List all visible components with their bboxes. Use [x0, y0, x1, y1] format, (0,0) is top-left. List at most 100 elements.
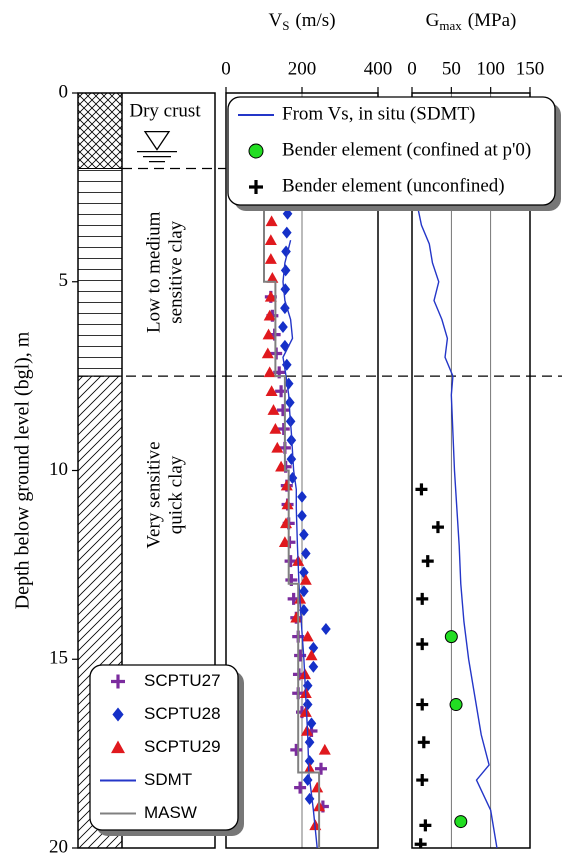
- triangle-marker: [305, 649, 318, 661]
- x-tick-label: 150: [516, 58, 545, 79]
- circle-marker: [449, 698, 463, 712]
- plus-marker: [419, 819, 432, 832]
- soil-layer: [77, 168, 123, 377]
- legend-label: SCPTU27: [144, 671, 221, 690]
- layer-label: quick clay: [165, 455, 186, 534]
- triangle-marker: [301, 630, 314, 642]
- triangle-marker: [264, 253, 277, 264]
- plus-marker: [277, 422, 290, 435]
- plus-marker: [416, 638, 429, 651]
- diamond-marker: [112, 707, 124, 722]
- plus-marker: [417, 736, 430, 749]
- panel-frame: [411, 92, 531, 849]
- triangle-marker: [271, 441, 284, 453]
- plus-marker: [415, 483, 428, 496]
- legend-label: From Vs, in situ (SDMT): [282, 103, 475, 124]
- plus-marker: [284, 555, 297, 568]
- circle-marker: [444, 630, 458, 644]
- diamond-marker: [299, 604, 309, 617]
- circle-marker: [454, 815, 468, 829]
- x-tick-label: 50: [442, 58, 461, 79]
- legend-label: MASW: [144, 803, 197, 822]
- diamond-marker: [299, 566, 309, 579]
- layer-label-group: Very sensitive quick clay: [143, 441, 186, 548]
- diamond-marker: [286, 453, 297, 466]
- triangle-marker: [266, 271, 279, 283]
- triangle-marker: [280, 479, 293, 491]
- diamond-marker: [299, 528, 309, 541]
- layer-label: Dry crust: [129, 100, 201, 121]
- plus-marker: [416, 592, 429, 605]
- title-unit: (MPa): [468, 10, 517, 31]
- title-sub: max: [439, 18, 462, 33]
- triangle-marker: [263, 366, 276, 378]
- legend-label: SDMT: [144, 770, 192, 789]
- title-sub: S: [282, 18, 289, 33]
- plus-marker: [277, 404, 289, 417]
- triangle-marker: [303, 762, 316, 774]
- water-table: [137, 130, 177, 163]
- diamond-marker: [302, 774, 313, 787]
- y-tick-label: 0: [59, 81, 69, 102]
- diamond-marker: [283, 377, 294, 390]
- title-main: V: [268, 10, 282, 31]
- triangle-marker: [281, 498, 294, 510]
- triangle-marker: [264, 234, 277, 246]
- diamond-marker: [321, 623, 331, 636]
- title-unit: (m/s): [295, 10, 335, 31]
- y-tick-label: 10: [49, 459, 68, 480]
- series-line: [415, 198, 498, 848]
- legend-label: SCPTU29: [144, 737, 221, 756]
- plus-marker: [315, 762, 327, 775]
- diamond-marker: [302, 679, 313, 692]
- triangle-marker: [264, 290, 277, 302]
- panel-frame: [225, 92, 379, 849]
- triangle-marker: [263, 309, 276, 321]
- diamond-marker: [306, 717, 317, 730]
- x-tick-label: 0: [407, 58, 417, 79]
- plus-marker: [416, 774, 429, 787]
- layer-label-group: Low to medium sensitive clay: [143, 211, 186, 333]
- diamond-marker: [308, 660, 319, 673]
- triangle-marker: [290, 611, 303, 623]
- triangle-marker: [111, 740, 125, 754]
- series-line: [282, 240, 318, 848]
- y-tick-label: 5: [59, 270, 69, 291]
- legend-box: [227, 96, 556, 206]
- plus-marker: [290, 743, 303, 756]
- layer-label: sensitive clay: [165, 220, 186, 323]
- plus-marker: [294, 781, 307, 794]
- y-tick-label: 20: [49, 836, 68, 854]
- legend-label: Bender element (unconfined): [282, 175, 505, 196]
- legend-label: Bender element (confined at p'0): [282, 139, 531, 160]
- plus-marker: [416, 698, 429, 711]
- triangle-marker: [261, 347, 274, 359]
- series-line: [263, 206, 321, 848]
- plus-marker: [421, 555, 434, 568]
- diamond-marker: [304, 755, 315, 768]
- triangle-marker: [262, 328, 275, 340]
- triangle-marker: [269, 422, 282, 434]
- triangle-marker: [311, 781, 324, 793]
- triangle-marker: [299, 706, 312, 717]
- legend-label: SCPTU28: [144, 704, 221, 723]
- diamond-marker: [304, 736, 315, 749]
- plus-marker: [431, 521, 444, 534]
- x-tick-label: 200: [288, 58, 317, 79]
- title-main: G: [426, 10, 440, 31]
- diamond-marker: [297, 509, 307, 522]
- diamond-marker: [299, 585, 309, 598]
- x-tick-label: 0: [221, 58, 231, 79]
- legend-box: [89, 664, 239, 831]
- diamond-marker: [278, 321, 288, 334]
- diamond-marker: [280, 339, 290, 352]
- data-layer: [261, 206, 331, 848]
- panel-title: VS (m/s): [268, 10, 335, 33]
- diamond-marker: [302, 698, 313, 711]
- panel-title: Gmax (MPa): [426, 10, 517, 33]
- y-axis-label: Depth below ground level (bgl), m: [12, 331, 34, 609]
- triangle-marker: [318, 743, 331, 755]
- triangle-marker: [265, 385, 278, 397]
- x-tick-label: 400: [364, 58, 393, 79]
